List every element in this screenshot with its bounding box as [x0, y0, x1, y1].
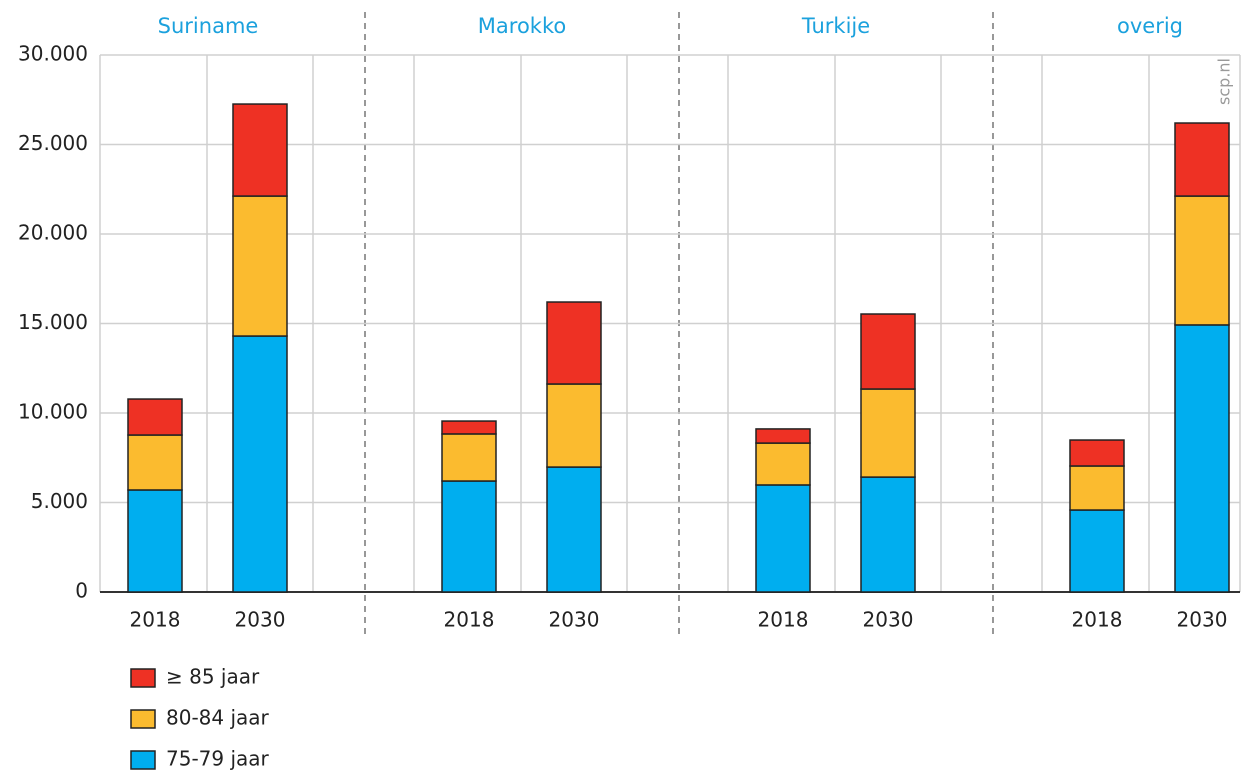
bar-segment [755, 428, 811, 444]
bar-segment [860, 476, 916, 593]
x-tick-label: 2018 [1072, 608, 1123, 632]
x-tick-label: 2030 [235, 608, 286, 632]
bar-segment [546, 301, 602, 385]
bar-segment [232, 195, 288, 337]
legend-swatch [130, 709, 156, 729]
bar-segment [1174, 324, 1230, 593]
legend-label: 75-79 jaar [166, 747, 270, 771]
bar-segment [1069, 465, 1125, 511]
bar-segment [232, 335, 288, 593]
y-tick-label: 25.000 [18, 131, 88, 155]
bar-segment [232, 103, 288, 197]
x-tick-label: 2018 [758, 608, 809, 632]
y-tick-label: 30.000 [18, 42, 88, 66]
bar-segment [127, 398, 183, 436]
x-tick-label: 2030 [863, 608, 914, 632]
y-tick-label: 15.000 [18, 310, 88, 334]
source-label: scp.nl [1215, 58, 1234, 105]
bar-segment [860, 388, 916, 478]
y-tick-label: 0 [75, 579, 88, 603]
legend-label: ≥ 85 jaar [166, 665, 260, 689]
x-tick-label: 2018 [130, 608, 181, 632]
x-tick-label: 2018 [444, 608, 495, 632]
group-label: Turkije [801, 14, 870, 38]
bar-segment [755, 442, 811, 486]
bar-segment [860, 313, 916, 390]
bar-segment [546, 466, 602, 593]
y-tick-label: 20.000 [18, 221, 88, 245]
bar-segment [441, 433, 497, 482]
bar-segment [441, 480, 497, 593]
bar-segment [755, 484, 811, 593]
y-tick-label: 5.000 [31, 489, 88, 513]
bar-segment [127, 489, 183, 593]
bar-segment [1069, 439, 1125, 467]
legend-label: 80-84 jaar [166, 706, 270, 730]
legend-swatch [130, 750, 156, 770]
group-label: overig [1117, 14, 1183, 38]
legend-swatch [130, 668, 156, 688]
group-label: Suriname [158, 14, 259, 38]
bar-segment [546, 383, 602, 468]
bar-segment [1174, 122, 1230, 197]
x-tick-label: 2030 [1177, 608, 1228, 632]
bar-segment [1069, 509, 1125, 593]
y-tick-label: 10.000 [18, 400, 88, 424]
x-tick-label: 2030 [549, 608, 600, 632]
group-label: Marokko [478, 14, 566, 38]
bar-segment [127, 434, 183, 491]
bar-segment [441, 420, 497, 435]
bar-segment [1174, 195, 1230, 326]
